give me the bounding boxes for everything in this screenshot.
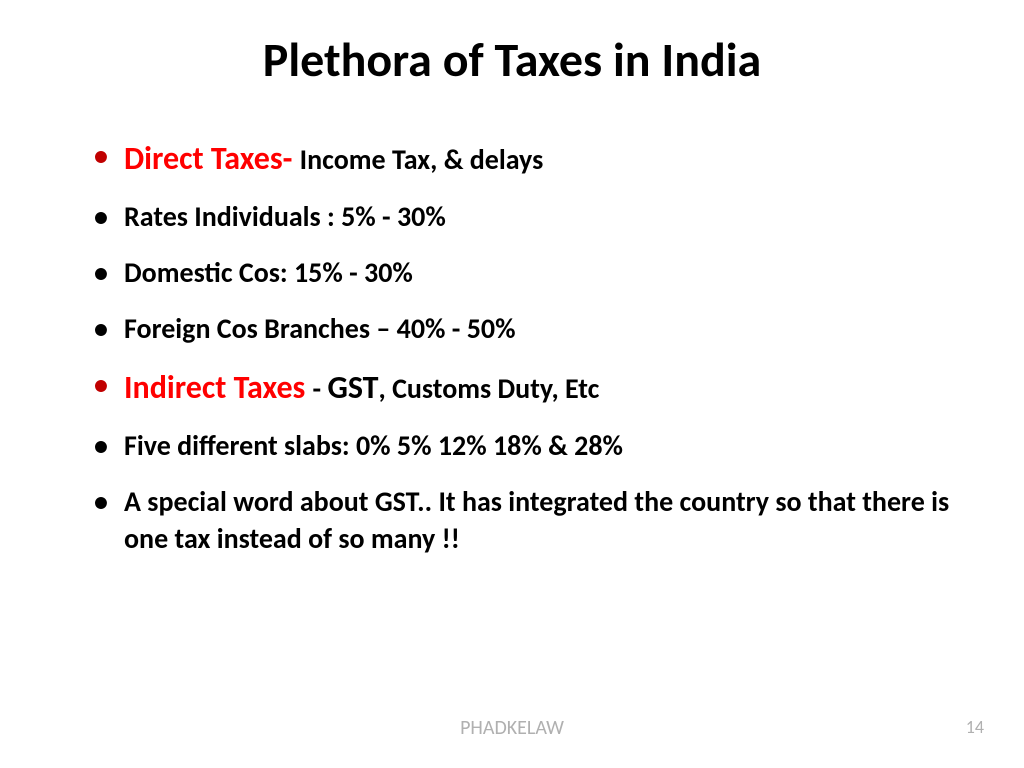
- lead-text: Direct Taxes-: [124, 139, 300, 178]
- bullet-list: Direct Taxes- Income Tax, & delays Rates…: [60, 137, 964, 558]
- lead-text: Indirect Taxes: [124, 368, 313, 407]
- rest-text: Income Tax, & delays: [300, 142, 544, 177]
- bullet-direct-taxes: Direct Taxes- Income Tax, & delays: [100, 137, 964, 180]
- bullet-domestic-cos: Domestic Cos: 15% - 30%: [100, 254, 964, 292]
- gst-text: GST: [327, 368, 378, 407]
- slide-title: Plethora of Taxes in India: [60, 30, 964, 89]
- comma-text: ,: [379, 371, 393, 406]
- slide-container: Plethora of Taxes in India Direct Taxes-…: [0, 0, 1024, 768]
- mid-text: -: [313, 371, 328, 406]
- bullet-foreign-cos: Foreign Cos Branches – 40% - 50%: [100, 310, 964, 348]
- bullet-gst-note: A special word about GST.. It has integr…: [100, 483, 964, 559]
- page-number: 14: [966, 716, 984, 738]
- bullet-rates-individuals: Rates Individuals : 5% - 30%: [100, 198, 964, 236]
- bullet-indirect-taxes: Indirect Taxes - GST, Customs Duty, Etc: [100, 366, 964, 409]
- footer-text: PHADKELAW: [0, 716, 1024, 740]
- rest-text: Customs Duty, Etc: [392, 371, 599, 406]
- bullet-slabs: Five different slabs: 0% 5% 12% 18% & 28…: [100, 427, 964, 465]
